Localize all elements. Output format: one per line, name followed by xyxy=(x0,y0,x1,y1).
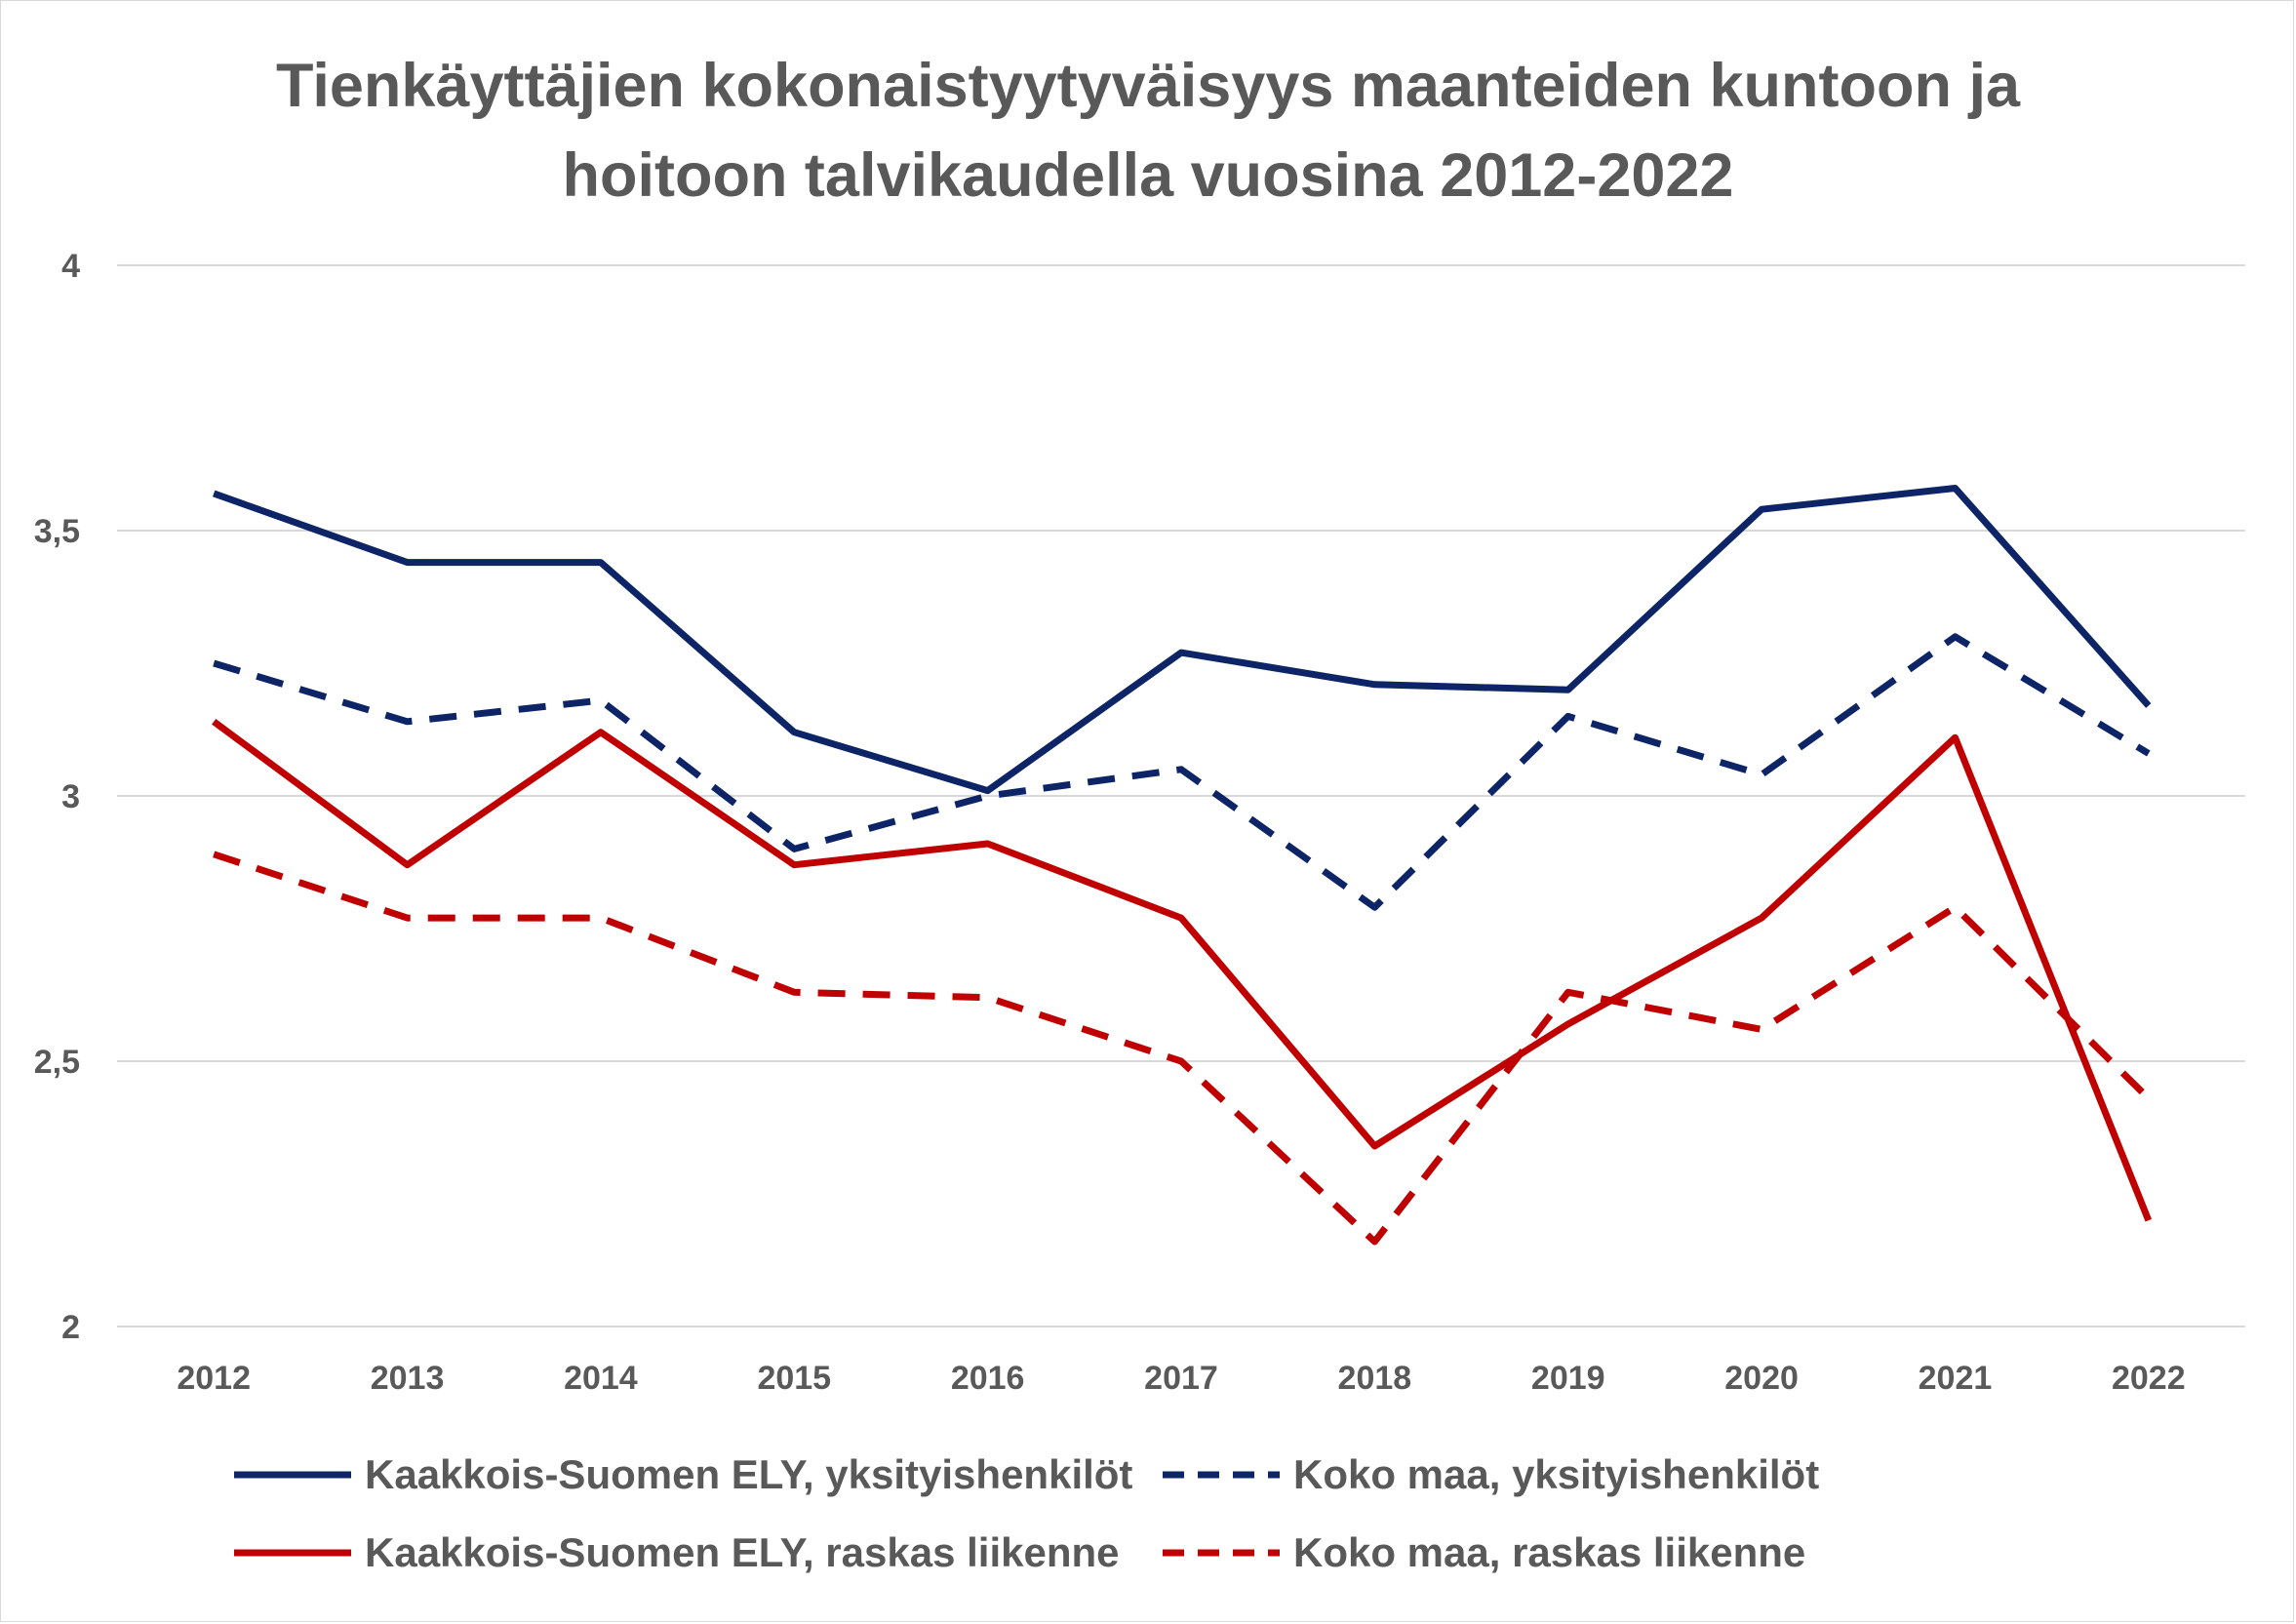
x-tick-label: 2019 xyxy=(1531,1360,1605,1397)
x-tick-label: 2014 xyxy=(564,1360,638,1397)
x-tick-label: 2015 xyxy=(757,1360,831,1397)
x-tick-label: 2020 xyxy=(1724,1360,1799,1397)
series-line-2 xyxy=(213,633,2151,911)
y-tick-label: 2 xyxy=(61,1309,80,1346)
y-tick-label: 4 xyxy=(61,248,80,285)
x-tick-label: 2021 xyxy=(1919,1360,1993,1397)
chart-title-line-1: Tienkäyttäjien kokonaistyytyväisyys maan… xyxy=(276,52,2020,120)
y-tick-label: 2,5 xyxy=(34,1044,80,1081)
chart-title: Tienkäyttäjien kokonaistyytyväisyys maan… xyxy=(0,41,2296,220)
x-tick-label: 2012 xyxy=(177,1360,251,1397)
x-tick-label: 2017 xyxy=(1144,1360,1218,1397)
x-tick-label: 2018 xyxy=(1338,1360,1412,1397)
y-tick-label: 3 xyxy=(61,778,80,815)
y-tick-label: 3,5 xyxy=(34,513,80,550)
x-tick-label: 2013 xyxy=(371,1360,445,1397)
x-tick-label: 2016 xyxy=(951,1360,1025,1397)
series-line-1 xyxy=(213,485,2152,795)
x-axis-ticks: 2012 2013 2014 2015 2016 2017 2018 2019 2020 2021… xyxy=(177,1360,2185,1397)
y-axis-ticks: 2 2,5 3 3,5 4 xyxy=(34,248,80,1346)
gridlines xyxy=(117,264,2245,1327)
x-tick-label: 2022 xyxy=(2112,1360,2186,1397)
series-lines xyxy=(212,485,2153,1246)
series-line-4 xyxy=(213,851,2152,1246)
chart-title-line-2: hoitoon talvikaudella vuosina 2012-2022 xyxy=(562,141,1734,210)
